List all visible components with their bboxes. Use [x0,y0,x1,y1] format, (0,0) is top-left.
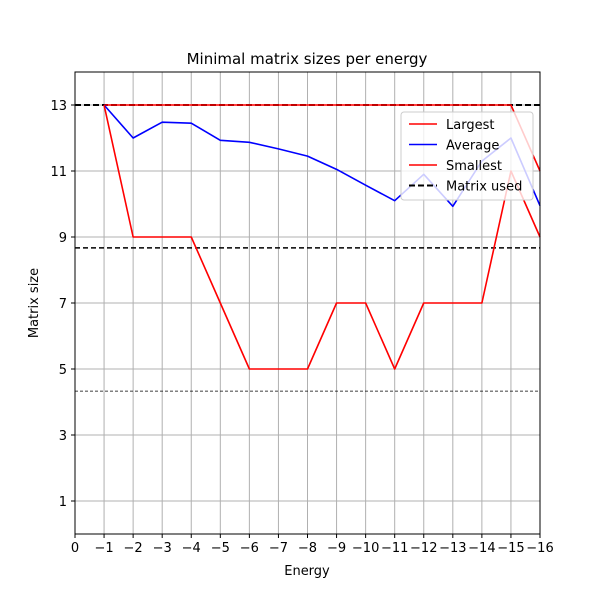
x-tick-label: −13 [439,541,466,556]
y-tick-label: 1 [59,495,67,510]
x-tick-label: −3 [153,541,172,556]
x-tick-label: −10 [352,541,379,556]
y-tick-label: 5 [59,363,67,378]
x-tick-label: −5 [211,541,230,556]
y-tick-label: 3 [59,429,67,444]
x-tick-label: −11 [381,541,408,556]
y-axis-label: Matrix size [27,268,42,338]
x-tick-label: −8 [298,541,317,556]
x-tick-label: −2 [124,541,143,556]
x-tick-label: −16 [526,541,553,556]
x-tick-label: −7 [269,541,288,556]
series-line-smallest [103,104,541,370]
legend-label: Smallest [446,159,502,174]
legend-label: Matrix used [446,180,522,195]
y-tick-label: 7 [59,297,67,312]
x-tick-label: 0 [71,541,79,556]
legend: Largest Average Smallest Matrix used [400,111,534,201]
y-tick-label: 9 [59,231,67,246]
x-tick-label: −4 [182,541,201,556]
x-axis-label: Energy [284,564,330,579]
series-line-largest [104,104,541,172]
legend-box [400,111,534,201]
x-tick-label: −9 [327,541,346,556]
x-axis-ticks: 0 −1 −2 −3 −4 −5 −6 −7 −8 −9 −10 −11 −12 −13 −14 −15 −16 [71,534,554,556]
chart-title: Minimal matrix sizes per energy [187,50,428,68]
legend-label: Largest [446,118,494,133]
x-tick-label: −12 [410,541,437,556]
legend-label: Average [446,139,499,154]
x-tick-label: −1 [94,541,113,556]
x-tick-label: −6 [240,541,259,556]
x-tick-label: −14 [468,541,495,556]
y-tick-label: 11 [50,165,67,180]
x-tick-label: −15 [497,541,524,556]
y-tick-label: 13 [50,99,67,114]
